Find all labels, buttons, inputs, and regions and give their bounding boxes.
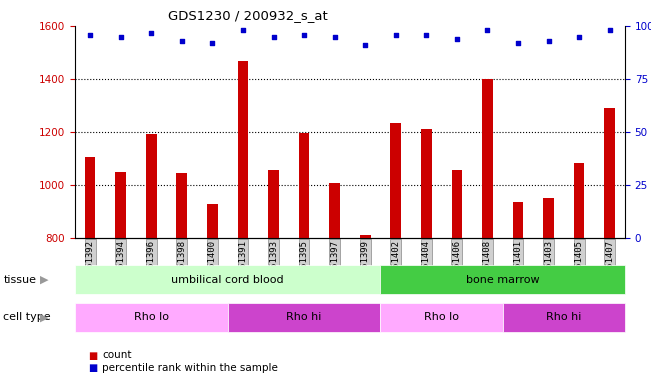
Text: bone marrow: bone marrow bbox=[466, 275, 540, 285]
Point bbox=[176, 38, 187, 44]
Bar bbox=[85, 158, 96, 238]
Bar bbox=[360, 236, 370, 238]
Point bbox=[268, 34, 279, 40]
Text: Rho lo: Rho lo bbox=[133, 312, 169, 322]
Text: percentile rank within the sample: percentile rank within the sample bbox=[102, 363, 278, 373]
Bar bbox=[176, 173, 187, 238]
Text: GDS1230 / 200932_s_at: GDS1230 / 200932_s_at bbox=[167, 9, 327, 22]
Bar bbox=[482, 79, 493, 238]
Bar bbox=[574, 163, 585, 238]
Bar bbox=[421, 129, 432, 238]
Bar bbox=[238, 61, 248, 238]
Point bbox=[329, 34, 340, 40]
Point bbox=[299, 32, 309, 38]
Point bbox=[452, 36, 462, 42]
Bar bbox=[115, 172, 126, 238]
Text: ■: ■ bbox=[88, 351, 97, 360]
Point bbox=[85, 32, 95, 38]
Bar bbox=[452, 170, 462, 238]
Bar bbox=[543, 198, 554, 238]
Point bbox=[360, 42, 370, 48]
Text: cell type: cell type bbox=[3, 312, 51, 322]
Point bbox=[482, 27, 493, 33]
Bar bbox=[299, 133, 309, 238]
Text: Rho hi: Rho hi bbox=[546, 312, 581, 322]
Bar bbox=[329, 183, 340, 238]
Text: count: count bbox=[102, 351, 132, 360]
Bar bbox=[146, 134, 157, 238]
Bar bbox=[512, 202, 523, 238]
Point bbox=[391, 32, 401, 38]
Bar bbox=[207, 204, 217, 238]
Text: ■: ■ bbox=[88, 363, 97, 373]
Point bbox=[207, 40, 217, 46]
Point bbox=[544, 38, 554, 44]
Point bbox=[115, 34, 126, 40]
Text: umbilical cord blood: umbilical cord blood bbox=[171, 275, 284, 285]
Bar bbox=[604, 108, 615, 238]
Text: ▶: ▶ bbox=[40, 275, 49, 285]
Point bbox=[605, 27, 615, 33]
Text: Rho hi: Rho hi bbox=[286, 312, 322, 322]
Point bbox=[146, 30, 156, 36]
Point bbox=[421, 32, 432, 38]
Text: ▶: ▶ bbox=[40, 312, 49, 322]
Point bbox=[238, 27, 248, 33]
Bar bbox=[391, 123, 401, 238]
Point bbox=[513, 40, 523, 46]
Point bbox=[574, 34, 585, 40]
Text: tissue: tissue bbox=[3, 275, 36, 285]
Text: Rho lo: Rho lo bbox=[424, 312, 459, 322]
Bar bbox=[268, 170, 279, 238]
